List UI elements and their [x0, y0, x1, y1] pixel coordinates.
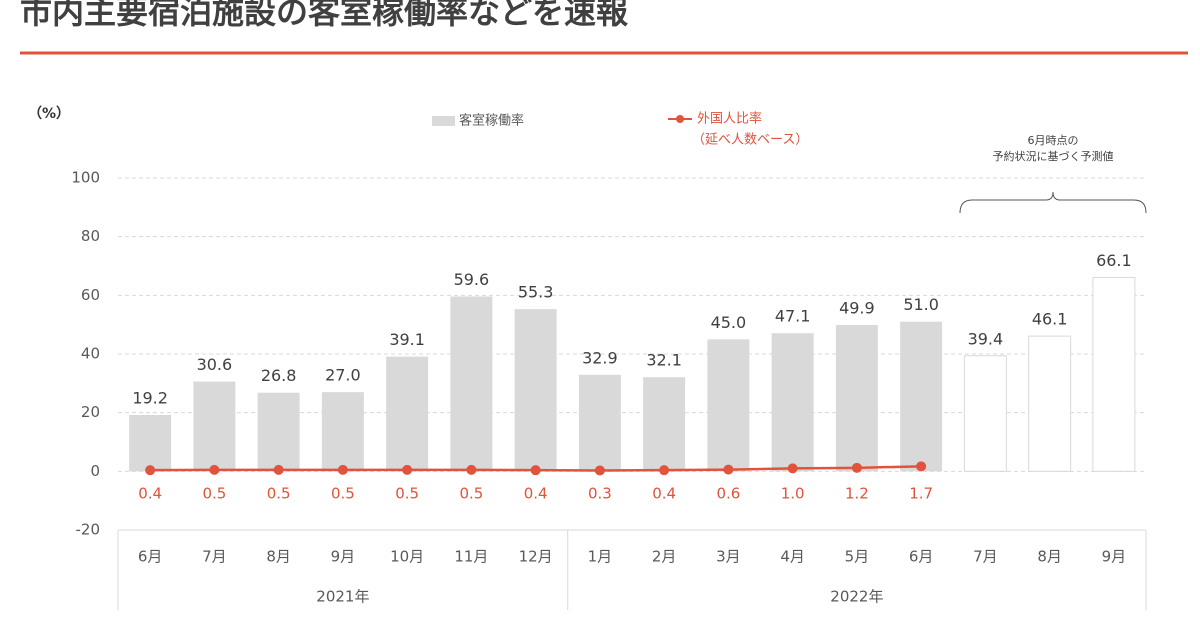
line-value-label: 0.5: [202, 485, 226, 503]
y-tick-label: 0: [90, 462, 100, 480]
line-point: [466, 464, 477, 475]
line-value-label: 0.4: [652, 485, 676, 503]
legend-note: （延べ人数ベース）: [692, 133, 808, 148]
bar-value-label: 26.8: [261, 366, 297, 385]
bar: [900, 321, 943, 472]
x-tick-label: 9月: [1102, 548, 1127, 566]
x-tick-label: 7月: [973, 548, 998, 566]
chart-title: 市内主要宿泊施設の客室稼働率などを速報: [20, 0, 628, 31]
line-value-label: 0.4: [524, 485, 548, 503]
bar: [1028, 335, 1072, 472]
bar-value-label: 55.3: [518, 283, 554, 302]
line-point: [209, 464, 220, 475]
y-tick-label: 80: [81, 227, 100, 245]
bar: [450, 296, 493, 472]
line-point: [916, 461, 927, 472]
bar: [963, 355, 1007, 472]
x-tick-label: 3月: [716, 548, 741, 566]
line-value-label: 0.5: [459, 485, 483, 503]
bar: [193, 381, 236, 472]
bar-value-label: 45.0: [711, 313, 747, 332]
x-tick-label: 12月: [519, 548, 553, 566]
annotation: 6月時点の: [1028, 134, 1079, 147]
bar-value-label: 66.1: [1096, 251, 1132, 270]
x-tick-label: 6月: [138, 548, 163, 566]
bar-value-label: 32.9: [582, 348, 618, 367]
bar-value-label: 46.1: [1032, 310, 1068, 329]
group-label: 2021年: [316, 588, 369, 606]
annotation: 予約状況に基づく予測値: [993, 149, 1114, 163]
bar: [643, 377, 686, 472]
line-point: [787, 463, 798, 474]
bar: [514, 309, 557, 472]
forecast-bracket: [959, 191, 1147, 214]
line-value-label: 0.5: [395, 485, 419, 503]
bar-value-label: 51.0: [903, 295, 939, 314]
bar-value-label: 47.1: [775, 307, 811, 326]
legend-swatch: [676, 115, 684, 123]
x-tick-label: 6月: [909, 548, 934, 566]
line-point: [337, 464, 348, 475]
line-value-label: 0.3: [588, 485, 612, 503]
bar: [321, 392, 364, 472]
bar-value-label: 59.6: [454, 270, 490, 289]
line-value-label: 0.4: [138, 485, 162, 503]
x-tick-label: 8月: [1037, 548, 1062, 566]
bar: [707, 339, 750, 472]
line-point: [594, 465, 605, 476]
x-tick-label: 7月: [202, 548, 227, 566]
legend-label: 客室稼働率: [459, 113, 524, 129]
line-point: [145, 465, 156, 476]
line-value-label: 0.5: [267, 485, 291, 503]
x-tick-label: 4月: [780, 548, 805, 566]
bar: [578, 374, 621, 472]
bar-value-label: 30.6: [197, 355, 233, 374]
line-value-label: 0.6: [716, 485, 740, 503]
y-tick-label: 40: [81, 345, 100, 363]
line-point: [659, 465, 670, 476]
x-tick-label: 9月: [331, 548, 356, 566]
bar-value-label: 27.0: [325, 366, 361, 385]
y-tick-label: 100: [71, 169, 100, 187]
x-tick-label: 10月: [390, 548, 424, 566]
x-tick-label: 2月: [652, 548, 677, 566]
line-point: [851, 462, 862, 473]
bar: [257, 392, 300, 472]
bar: [386, 356, 429, 472]
line-value-label: 1.7: [909, 485, 933, 503]
x-tick-label: 1月: [588, 548, 613, 566]
bar-value-label: 39.1: [389, 330, 425, 349]
bar: [835, 324, 878, 472]
x-tick-label: 8月: [266, 548, 291, 566]
line-value-label: 1.2: [845, 485, 869, 503]
x-tick-label: 11月: [454, 548, 488, 566]
y-unit-label: （%）: [28, 106, 70, 122]
y-tick-label: 20: [81, 403, 100, 421]
y-tick-label: 60: [81, 286, 100, 304]
line-point: [530, 465, 541, 476]
y-tick-label: -20: [76, 521, 101, 539]
group-label: 2022年: [830, 588, 883, 606]
line-value-label: 1.0: [781, 485, 805, 503]
bar: [771, 333, 814, 472]
bar-value-label: 39.4: [968, 329, 1004, 348]
line-point: [402, 464, 413, 475]
x-tick-label: 5月: [845, 548, 870, 566]
bar-value-label: 49.9: [839, 298, 875, 317]
bar: [129, 415, 172, 472]
bar: [1092, 276, 1136, 472]
line-point: [273, 464, 284, 475]
line-value-label: 0.5: [331, 485, 355, 503]
legend-swatch: [432, 116, 455, 126]
line-point: [723, 464, 734, 475]
legend-label: 外国人比率: [697, 111, 762, 127]
bar-value-label: 19.2: [132, 389, 168, 408]
bar-value-label: 32.1: [646, 351, 682, 370]
